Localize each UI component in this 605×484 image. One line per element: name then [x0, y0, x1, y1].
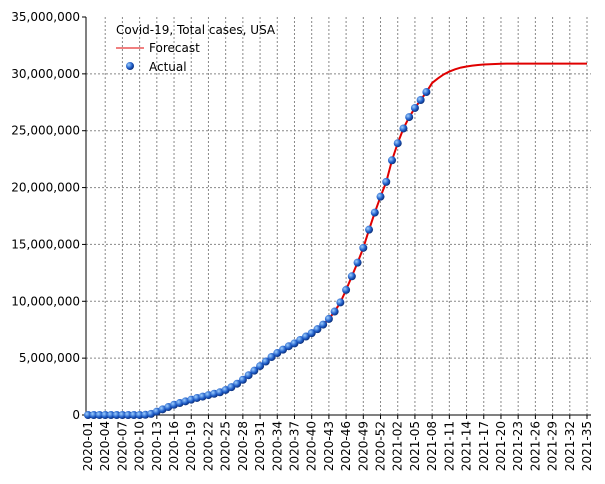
x-tick-label: 2021-32	[563, 421, 577, 471]
actual-point	[399, 124, 408, 133]
actual-point	[233, 379, 242, 388]
x-tick-label: 2020-10	[133, 421, 147, 471]
actual-point	[118, 411, 127, 419]
x-tick-label: 2020-46	[339, 421, 353, 471]
x-tick-label: 2020-34	[270, 421, 284, 471]
x-tick-label: 2021-05	[408, 421, 422, 471]
actual-point	[244, 371, 253, 380]
actual-point	[365, 225, 374, 234]
actual-point	[84, 411, 92, 419]
x-tick-label: 2021-14	[460, 421, 474, 471]
x-tick-label: 2021-08	[425, 421, 439, 471]
x-tick-label: 2020-04	[98, 421, 112, 471]
actual-point	[370, 208, 379, 217]
x-tick-label: 2020-01	[81, 421, 95, 471]
y-tick-label: 20,000,000	[11, 181, 80, 195]
x-tick-label: 2020-28	[236, 421, 250, 471]
x-tick-label: 2020-37	[287, 421, 301, 471]
legend-label: Actual	[149, 60, 187, 74]
legend-label: Forecast	[149, 41, 200, 55]
actual-point	[405, 113, 414, 122]
actual-point	[250, 366, 259, 375]
actual-point	[387, 156, 396, 165]
actual-point	[106, 411, 115, 419]
actual-point	[238, 375, 247, 384]
y-tick-label: 35,000,000	[11, 10, 80, 24]
actual-point	[256, 362, 265, 371]
x-tick-label: 2020-40	[305, 421, 319, 471]
actual-point	[124, 411, 133, 419]
actual-point	[422, 88, 431, 97]
actual-point	[135, 410, 144, 419]
x-tick-label: 2020-16	[167, 421, 181, 471]
legend-title: Covid-19, Total cases, USA	[116, 23, 276, 37]
actual-point	[95, 411, 104, 419]
x-tick-label: 2020-49	[356, 421, 370, 471]
y-tick-label: 10,000,000	[11, 294, 80, 308]
actual-point	[89, 411, 98, 419]
actual-point	[393, 139, 402, 148]
actual-point	[261, 357, 270, 366]
y-tick-label: 15,000,000	[11, 237, 80, 251]
actual-point	[129, 411, 138, 419]
x-tick-label: 2021-20	[494, 421, 508, 471]
x-tick-label: 2021-29	[546, 421, 560, 471]
x-tick-label: 2021-23	[511, 421, 525, 471]
x-tick-label: 2021-17	[477, 421, 491, 471]
actual-point	[410, 103, 419, 112]
actual-point	[319, 320, 328, 329]
x-tick-label: 2021-26	[528, 421, 542, 471]
y-tick-label: 25,000,000	[11, 124, 80, 138]
x-tick-label: 2020-52	[374, 421, 388, 471]
actual-point	[112, 411, 121, 419]
actual-point	[376, 192, 385, 201]
actual-point	[416, 96, 425, 105]
x-tick-label: 2020-31	[253, 421, 267, 471]
x-tick-label: 2021-11	[442, 421, 456, 471]
x-tick-label: 2020-13	[150, 421, 164, 471]
x-tick-label: 2020-19	[184, 421, 198, 471]
x-tick-label: 2021-02	[391, 421, 405, 471]
y-tick-label: 30,000,000	[11, 67, 80, 81]
x-tick-label: 2020-43	[322, 421, 336, 471]
actual-point	[353, 258, 362, 267]
actual-point	[313, 325, 322, 334]
actual-point	[267, 353, 276, 362]
x-tick-label: 2020-22	[201, 421, 215, 471]
actual-point	[330, 307, 339, 316]
actual-point	[101, 411, 110, 419]
actual-point	[359, 243, 368, 252]
actual-point	[342, 285, 351, 294]
x-tick-label: 2020-07	[115, 421, 129, 471]
y-tick-label: 0	[72, 408, 80, 422]
actual-point	[307, 329, 316, 338]
actual-point	[382, 177, 391, 186]
actual-point	[324, 314, 333, 323]
legend-swatch-actual	[126, 62, 134, 70]
y-tick-label: 5,000,000	[19, 351, 80, 365]
actual-point	[336, 298, 345, 307]
actual-point	[347, 272, 356, 281]
x-tick-label: 2021-35	[580, 421, 594, 471]
x-tick-label: 2020-25	[219, 421, 233, 471]
